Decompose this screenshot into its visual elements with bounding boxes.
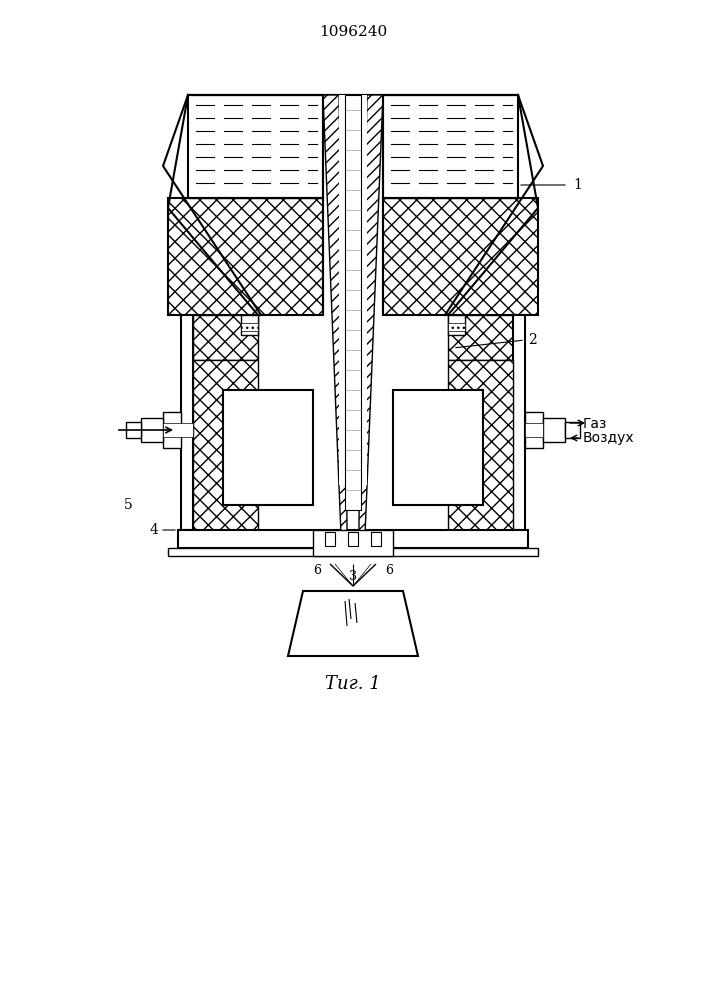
- Bar: [525, 423, 543, 437]
- Bar: [241, 323, 258, 331]
- Bar: [168, 198, 323, 315]
- Text: 1: 1: [573, 178, 582, 192]
- Polygon shape: [323, 95, 347, 535]
- Text: 3: 3: [349, 570, 357, 583]
- Bar: [163, 412, 181, 448]
- Bar: [339, 95, 345, 485]
- Bar: [565, 422, 580, 438]
- Bar: [193, 315, 258, 360]
- Bar: [448, 315, 513, 360]
- Text: 4: 4: [149, 523, 158, 537]
- Text: Τиг. 1: Τиг. 1: [325, 675, 381, 693]
- Bar: [325, 532, 335, 546]
- Bar: [361, 95, 367, 485]
- Bar: [345, 95, 361, 510]
- Text: 2: 2: [528, 333, 537, 347]
- Bar: [448, 315, 465, 335]
- Text: Газ: Газ: [583, 417, 607, 431]
- Bar: [383, 198, 538, 315]
- Bar: [141, 418, 163, 442]
- Bar: [126, 422, 141, 438]
- Bar: [543, 418, 565, 442]
- Bar: [313, 530, 393, 556]
- Text: 5: 5: [124, 498, 133, 512]
- Bar: [393, 390, 483, 505]
- Bar: [193, 360, 258, 530]
- Bar: [178, 530, 528, 548]
- Bar: [181, 315, 193, 530]
- Bar: [448, 360, 513, 530]
- Bar: [163, 423, 193, 437]
- Text: Воздух: Воздух: [583, 431, 635, 445]
- Bar: [188, 95, 323, 198]
- Text: 1096240: 1096240: [319, 25, 387, 39]
- Bar: [348, 532, 358, 546]
- Bar: [448, 323, 465, 331]
- Bar: [525, 412, 543, 448]
- Polygon shape: [288, 591, 418, 656]
- Bar: [168, 548, 538, 556]
- Bar: [241, 315, 258, 335]
- Polygon shape: [359, 95, 383, 535]
- Bar: [513, 315, 525, 530]
- Text: 6: 6: [313, 564, 321, 576]
- Bar: [383, 95, 518, 198]
- Bar: [371, 532, 381, 546]
- Text: 6: 6: [385, 564, 393, 576]
- Bar: [223, 390, 313, 505]
